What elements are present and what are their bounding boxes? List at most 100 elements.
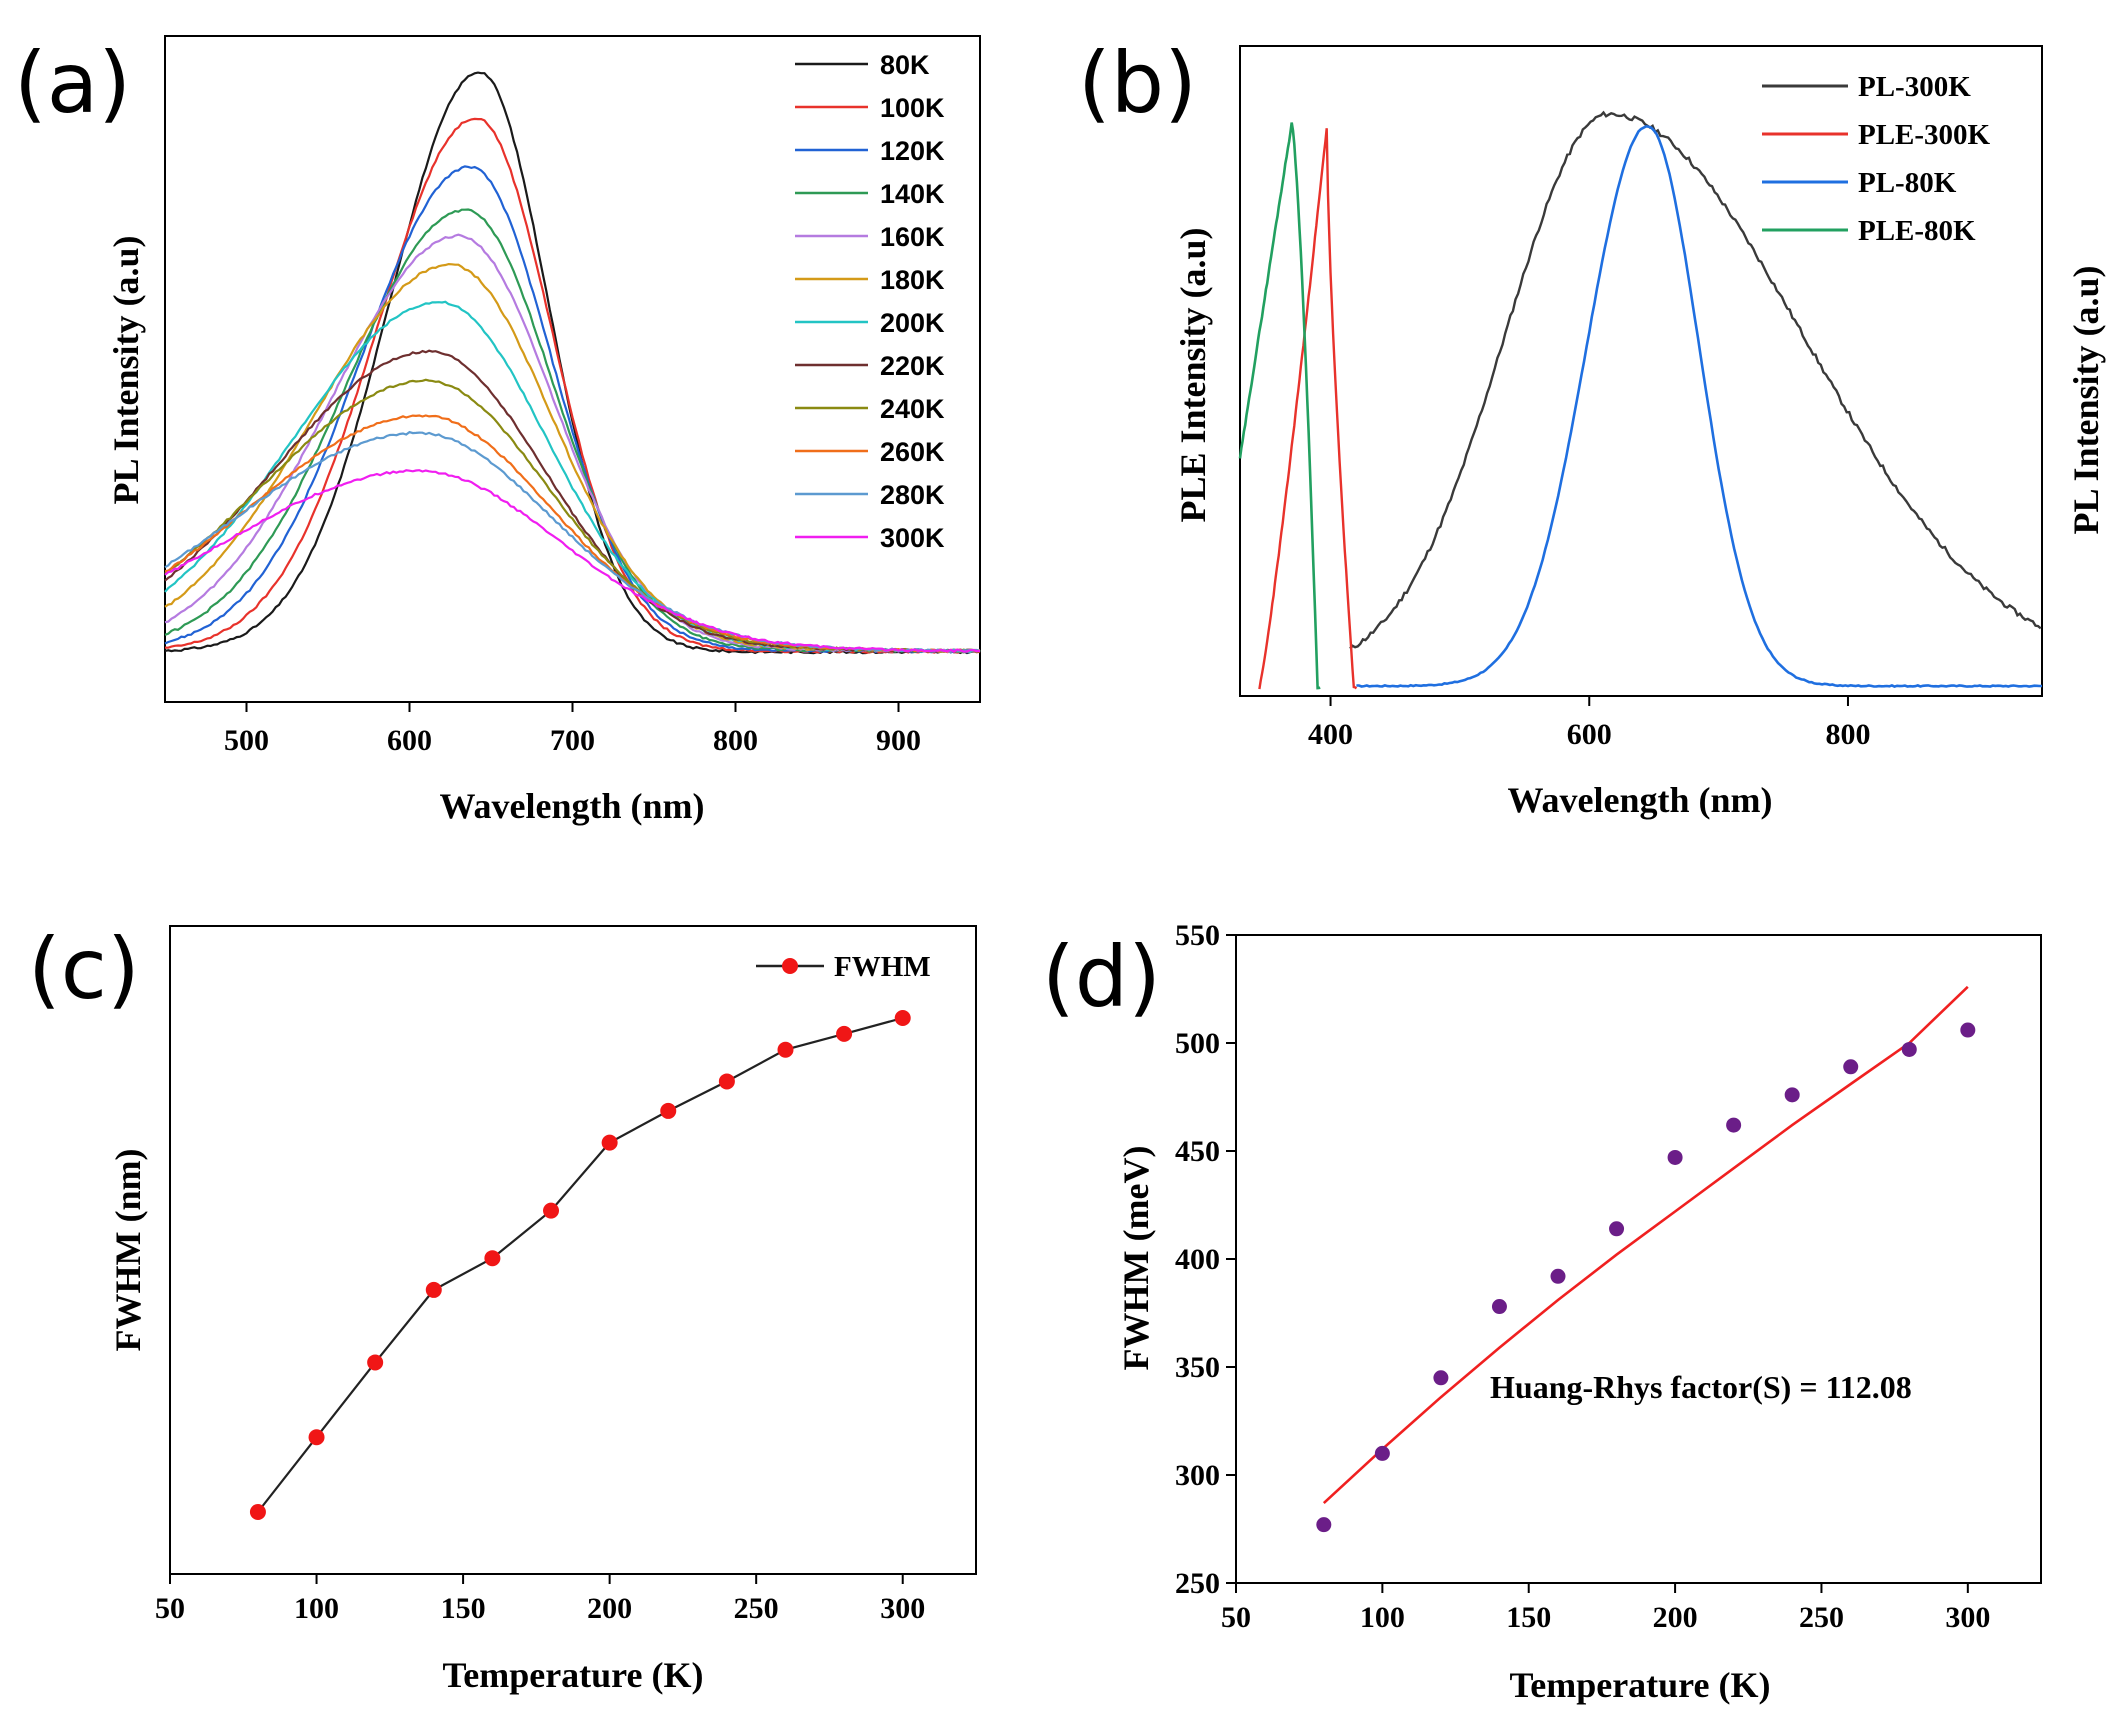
panel-b-frame: [1239, 45, 2043, 697]
panel-b-curve-PLE-80K: [1238, 122, 1321, 690]
panel-c-x-ticks: 50 100 150 200 250 300: [155, 1574, 925, 1625]
panel-d-x-tick-label: 50: [1221, 1601, 1251, 1634]
panel-d-y-axis-title: FWHM (meV): [1116, 1146, 1156, 1371]
panel-d-x-axis-title: Temperature (K): [1510, 1665, 1771, 1705]
panel-a-legend-label-160K: 160K: [880, 222, 945, 252]
panel-c-point: [367, 1354, 384, 1371]
panel-c-point: [543, 1202, 560, 1219]
panel-b-curves: [1238, 110, 2042, 690]
panel-c-tick-label: 100: [294, 1592, 339, 1625]
panel-d-x-tick-label: 100: [1360, 1601, 1405, 1634]
panel-b-legend: PL-300K PLE-300K PL-80K PLE-80K: [1762, 71, 1991, 247]
panel-d-point: [1609, 1221, 1625, 1237]
panel-a-legend-label-100K: 100K: [880, 93, 945, 123]
panel-c-point: [894, 1010, 911, 1026]
panel-b-tick-label: 600: [1567, 718, 1612, 751]
panel-c-legend-swatch-point: [782, 958, 798, 974]
panel-b-y-axis-title-right: PL Intensity (a.u): [2066, 265, 2106, 534]
panel-a-legend-label-80K: 80K: [880, 50, 930, 80]
panel-d-point: [1784, 1087, 1800, 1103]
panel-a-legend-label-280K: 280K: [880, 480, 945, 510]
panel-a-frame: [164, 35, 981, 703]
panel-b-tick-label: 800: [1825, 718, 1870, 751]
panel-d-fit-line: [1322, 985, 1969, 1505]
panel-d-x-tick-label: 150: [1506, 1601, 1551, 1634]
panel-a-tick-label: 600: [387, 724, 432, 757]
panel-d-label: (d): [1042, 928, 1161, 1026]
panel-d-point: [1843, 1059, 1859, 1075]
panel-d-y-tick-label: 500: [1175, 1027, 1220, 1060]
panel-a: (a) 500 600 700 800 900 Wavelength (nm) PL I…: [14, 34, 981, 826]
panel-b-x-axis-title: Wavelength (nm): [1508, 780, 1773, 820]
panel-a-legend-label-240K: 240K: [880, 394, 945, 424]
panel-d-ticks: 50 100 150 200 250 300 250 300 350 400 450 500 550: [1175, 919, 1990, 1634]
panel-d-y-tick-label: 250: [1175, 1567, 1220, 1600]
panel-d-point: [1901, 1041, 1917, 1057]
panel-a-curves: [164, 71, 981, 655]
panel-b-legend-label-PL-80K: PL-80K: [1858, 167, 1957, 199]
panel-a-y-axis-title: PL Intensity (a.u): [106, 235, 146, 504]
panel-a-legend: 80K 100K 120K 140K 160K 180K 200K 220K 240K 260K 2…: [795, 50, 945, 553]
panel-a-legend-label-260K: 260K: [880, 437, 945, 467]
panel-d-plot: [1316, 985, 1976, 1533]
panel-c-point: [308, 1429, 325, 1446]
panel-d-point: [1550, 1268, 1566, 1284]
panel-a-tick-label: 500: [224, 724, 269, 757]
panel-c-point: [836, 1025, 853, 1042]
panel-a-curve-220K: [164, 349, 981, 653]
panel-d-annotation: Huang-Rhys factor(S) = 112.08: [1490, 1369, 1912, 1405]
panel-d: (d) 50 100 150 200 250 3002503003504004505005…: [1042, 919, 2042, 1705]
panel-d-x-tick-label: 200: [1653, 1601, 1698, 1634]
panel-a-legend-label-140K: 140K: [880, 179, 945, 209]
panel-a-x-axis-title: Wavelength (nm): [440, 786, 705, 826]
panel-d-y-tick-label: 450: [1175, 1135, 1220, 1168]
panel-c-x-axis-title: Temperature (K): [443, 1655, 704, 1695]
panel-b-legend-label-PLE-300K: PLE-300K: [1858, 119, 1991, 151]
panel-d-x-tick-label: 300: [1945, 1601, 1990, 1634]
panel-b-legend-label-PLE-80K: PLE-80K: [1858, 215, 1976, 247]
panel-c-point: [601, 1134, 618, 1151]
panel-d-y-tick-label: 300: [1175, 1459, 1220, 1492]
panel-b-curve-PL-300K: [1349, 110, 2042, 650]
panel-a-legend-label-220K: 220K: [880, 351, 945, 381]
panel-d-x-tick-label: 250: [1799, 1601, 1844, 1634]
panel-d-y-tick-label: 400: [1175, 1243, 1220, 1276]
panel-b: (b) 400 600 800 Wavelength (nm) PLE Intens…: [1078, 34, 2106, 820]
panel-c-point: [777, 1041, 794, 1058]
panel-a-tick-label: 900: [876, 724, 921, 757]
panel-c-legend-label: FWHM: [834, 951, 931, 983]
panel-a-x-ticks: 500 600 700 800 900: [224, 702, 921, 757]
panel-b-y-axis-title-left: PLE Intensity (a.u): [1173, 227, 1213, 522]
panel-c: (c) 50 100 150 200 250 300 Temperature (K) FW…: [28, 920, 977, 1695]
panel-a-legend-label-300K: 300K: [880, 523, 945, 553]
panel-d-point: [1316, 1517, 1332, 1533]
panel-d-y-tick-label: 350: [1175, 1351, 1220, 1384]
panel-c-line: [257, 1016, 903, 1513]
panel-c-label: (c): [28, 920, 140, 1018]
panel-d-point: [1667, 1149, 1683, 1165]
panel-d-y-tick-label: 550: [1175, 919, 1220, 952]
panel-d-point: [1374, 1445, 1390, 1461]
panel-c-tick-label: 200: [587, 1592, 632, 1625]
panel-a-legend-label-120K: 120K: [880, 136, 945, 166]
panel-a-label: (a): [14, 34, 131, 132]
panel-a-tick-label: 800: [713, 724, 758, 757]
panel-a-curve-300K: [164, 469, 981, 653]
panel-b-curve-PL-80K: [1356, 124, 2042, 688]
panel-b-x-ticks: 400 600 800: [1308, 696, 1870, 751]
panel-c-point: [718, 1073, 735, 1090]
panel-a-curve-80K: [164, 71, 981, 655]
panel-c-legend: FWHM: [756, 951, 931, 983]
panel-c-tick-label: 150: [441, 1592, 486, 1625]
panel-a-curve-120K: [164, 165, 981, 654]
panel-c-point: [249, 1504, 266, 1520]
panel-b-tick-label: 400: [1308, 718, 1353, 751]
panel-c-point: [425, 1281, 442, 1298]
panel-c-point: [484, 1250, 501, 1267]
panel-d-point: [1960, 1022, 1976, 1038]
panel-c-plot: [249, 1010, 911, 1520]
panel-c-tick-label: 250: [734, 1592, 779, 1625]
panel-b-legend-label-PL-300K: PL-300K: [1858, 71, 1971, 103]
panel-c-y-axis-title: FWHM (nm): [108, 1149, 148, 1352]
